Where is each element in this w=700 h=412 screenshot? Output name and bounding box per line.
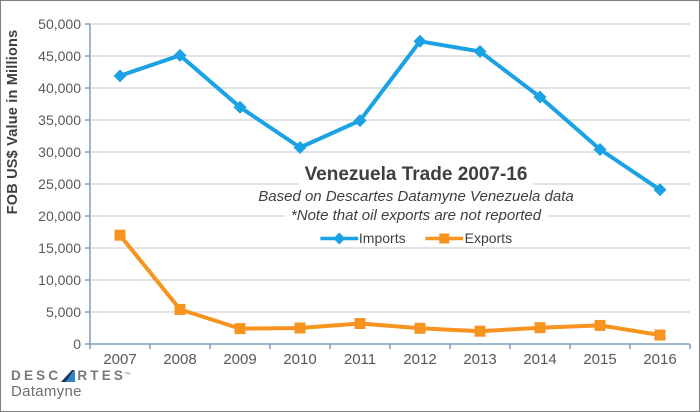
legend-item-exports: Exports <box>425 230 513 246</box>
svg-text:20,000: 20,000 <box>38 208 81 224</box>
svg-text:10,000: 10,000 <box>38 272 81 288</box>
svg-text:2009: 2009 <box>223 351 256 368</box>
exports-line-swatch-icon <box>425 233 464 243</box>
svg-text:0: 0 <box>73 336 81 352</box>
descartes-triangle-icon <box>61 370 76 382</box>
chart-title: Venezuela Trade 2007-16 <box>298 163 534 187</box>
svg-text:40,000: 40,000 <box>38 80 81 96</box>
legend-label: Imports <box>358 230 406 246</box>
chart-note: *Note that oil exports are not reported <box>284 206 548 225</box>
svg-text:30,000: 30,000 <box>38 144 81 160</box>
svg-text:2015: 2015 <box>583 351 616 368</box>
trademark-symbol: ™ <box>124 372 132 379</box>
svg-text:2011: 2011 <box>344 351 376 368</box>
brand-text-before: DESC <box>11 368 62 383</box>
svg-text:2008: 2008 <box>163 351 196 368</box>
legend-item-imports: Imports <box>319 230 406 246</box>
svg-text:35,000: 35,000 <box>38 112 81 128</box>
svg-text:2016: 2016 <box>643 351 676 368</box>
series-exports <box>114 229 666 341</box>
svg-text:25,000: 25,000 <box>38 176 81 192</box>
series-imports <box>113 34 667 197</box>
y-tick-labels: 0 5,000 10,000 15,000 20,000 25,000 30,000 35,0… <box>38 16 81 352</box>
x-tick-labels: 2007 2008 2009 2010 2011 2012 2013 2014 2015 2016 <box>103 351 676 368</box>
descartes-wordmark: DESC RTES ™ <box>11 369 131 383</box>
axis-ticks <box>85 23 691 349</box>
descartes-datamyne-logo: DESC RTES ™ Datamyne <box>11 369 131 401</box>
svg-text:5,000: 5,000 <box>46 304 81 320</box>
svg-text:2014: 2014 <box>523 351 556 368</box>
brand-text-after: RTES <box>77 368 127 383</box>
datamyne-wordmark: Datamyne <box>11 383 82 400</box>
chart-legend: Imports Exports <box>313 230 519 246</box>
svg-text:2010: 2010 <box>283 351 316 368</box>
chart-title-block: Venezuela Trade 2007-16 Based on Descart… <box>252 163 580 246</box>
data-series <box>113 34 667 341</box>
chart-subtitle: Based on Descartes Datamyne Venezuela da… <box>252 187 580 206</box>
svg-text:45,000: 45,000 <box>38 48 81 64</box>
svg-text:2007: 2007 <box>103 351 136 368</box>
y-axis-title: FOB US$ Value in Millions <box>5 29 21 215</box>
imports-line-swatch-icon <box>319 232 358 244</box>
svg-text:15,000: 15,000 <box>38 240 81 256</box>
legend-label: Exports <box>464 230 513 246</box>
svg-text:2013: 2013 <box>463 351 496 368</box>
svg-text:2012: 2012 <box>403 351 436 368</box>
svg-text:50,000: 50,000 <box>38 16 81 32</box>
